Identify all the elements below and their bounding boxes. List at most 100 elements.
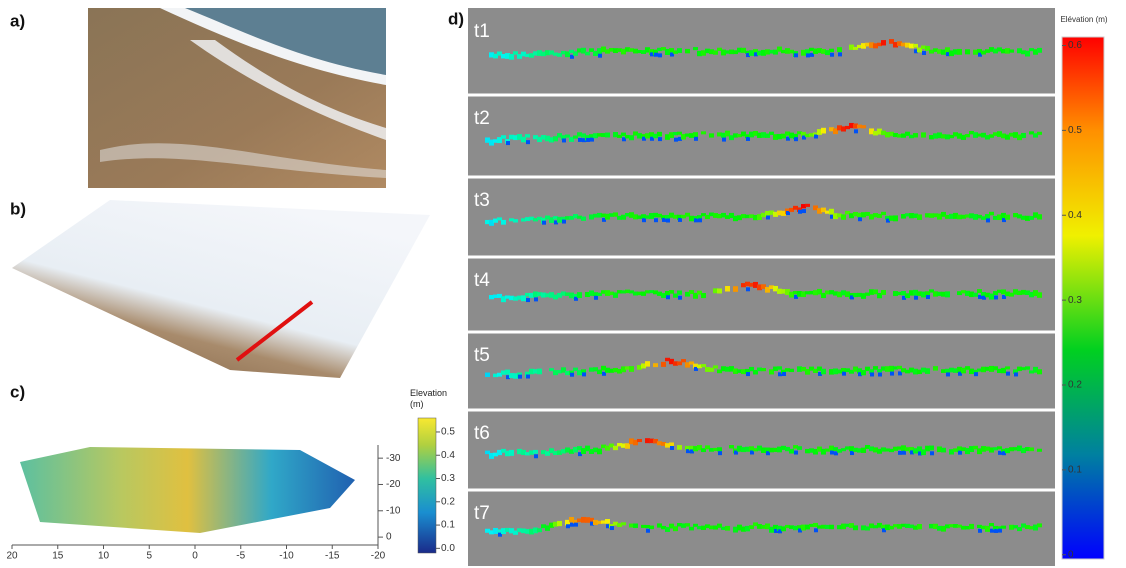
- profile-label: t5: [474, 345, 490, 366]
- profile-point: [814, 528, 818, 532]
- profile-point: [929, 446, 934, 451]
- profile-point: [974, 372, 978, 376]
- profile-point: [998, 529, 1002, 533]
- profile-point: [1006, 372, 1010, 376]
- profile-point: [802, 209, 806, 213]
- profile-point: [525, 134, 530, 137]
- profile-point: [821, 128, 826, 134]
- profile-point: [642, 218, 646, 222]
- profile-point: [717, 447, 722, 451]
- profile-point: [945, 291, 950, 297]
- profile-point: [986, 218, 990, 222]
- profile-point: [718, 451, 722, 455]
- profile-label: t6: [474, 423, 490, 444]
- colorbar: [418, 418, 436, 553]
- profile-point: [1037, 523, 1042, 527]
- point-cloud: [12, 200, 430, 378]
- profile-label: t3: [474, 190, 490, 211]
- figure-canvas: a) b) c) d) Elévation (m) 20151050-5-10-…: [0, 0, 1126, 568]
- x-tick-label: -20: [371, 551, 386, 562]
- profile-point: [633, 523, 638, 528]
- profile-point: [837, 47, 842, 52]
- profile-point: [713, 50, 718, 54]
- profile-point: [1005, 215, 1010, 220]
- profile-point: [581, 217, 586, 221]
- y-tick-label: 0: [386, 532, 392, 543]
- profile-point: [669, 290, 674, 294]
- y-tick-label: -30: [386, 453, 401, 464]
- profile-point: [701, 364, 706, 367]
- profile-point: [989, 212, 994, 216]
- profile-point: [1037, 132, 1042, 135]
- profile-point: [925, 368, 930, 374]
- profile-point: [1021, 133, 1026, 138]
- profile-point: [1037, 214, 1042, 219]
- profile-point: [673, 526, 678, 531]
- profile-point: [965, 49, 970, 54]
- profile-point: [922, 51, 926, 55]
- profile-point: [629, 135, 634, 140]
- profile-label: t2: [474, 108, 490, 129]
- profile-point: [746, 137, 750, 141]
- profile-point: [661, 362, 666, 367]
- profile-point: [658, 53, 662, 57]
- profile-label: t1: [474, 21, 490, 42]
- x-tick-label: 15: [52, 551, 64, 562]
- profile-point: [829, 49, 834, 52]
- profile-point: [598, 54, 602, 58]
- profile-point: [537, 369, 542, 375]
- colorbar-tick-label: 0.2: [441, 496, 455, 507]
- x-tick-label: 10: [98, 551, 110, 562]
- profile-point: [534, 297, 538, 301]
- profile-point: [518, 375, 522, 379]
- profile-point: [685, 523, 690, 526]
- profile-point: [794, 53, 798, 57]
- profile-point: [782, 372, 786, 376]
- profile-point: [713, 365, 718, 368]
- profile-point: [806, 53, 810, 57]
- profile-point: [654, 218, 658, 222]
- profile-point: [878, 372, 882, 376]
- profile-point: [1037, 48, 1042, 53]
- profile-point: [854, 129, 858, 133]
- profile-point: [957, 49, 962, 55]
- profile-point: [562, 220, 566, 224]
- profile-point: [678, 218, 682, 222]
- profile-point: [1037, 369, 1042, 374]
- figure: a) b) c) d) Elévation (m) 20151050-5-10-…: [0, 0, 1126, 568]
- profile-point: [613, 446, 618, 450]
- profile-point: [789, 369, 794, 372]
- profile-point: [761, 368, 766, 371]
- x-tick-label: 0: [192, 551, 198, 562]
- profile-point: [658, 137, 662, 141]
- profile-point: [789, 449, 794, 454]
- profile-point: [670, 446, 674, 450]
- profile-point: [610, 526, 614, 530]
- profile-point: [578, 138, 582, 142]
- profile-point: [585, 52, 590, 56]
- profile-point: [653, 363, 658, 367]
- profile-point: [917, 524, 922, 529]
- profile-point: [689, 527, 694, 531]
- profile-point: [605, 519, 610, 524]
- profile-point: [709, 133, 714, 137]
- profile-point: [537, 528, 542, 532]
- profile-point: [666, 219, 670, 223]
- profile-point: [933, 366, 938, 370]
- profile-point: [969, 524, 974, 529]
- profile-point: [701, 293, 706, 298]
- profile-point: [685, 49, 690, 53]
- y-tick-label: -10: [386, 505, 401, 516]
- y-tick-label: -20: [386, 479, 401, 490]
- profile-point: [698, 218, 702, 222]
- colorbar-tick-label: 0.2: [1068, 380, 1082, 391]
- profile-point: [513, 219, 518, 222]
- profile-point: [794, 451, 798, 455]
- profile-point: [893, 215, 898, 221]
- profile-point: [501, 135, 506, 139]
- profile-point: [533, 450, 538, 454]
- profile-point: [881, 212, 886, 215]
- profile-point: [1025, 366, 1030, 369]
- profile-point: [1001, 526, 1006, 529]
- profile-point: [1029, 447, 1034, 451]
